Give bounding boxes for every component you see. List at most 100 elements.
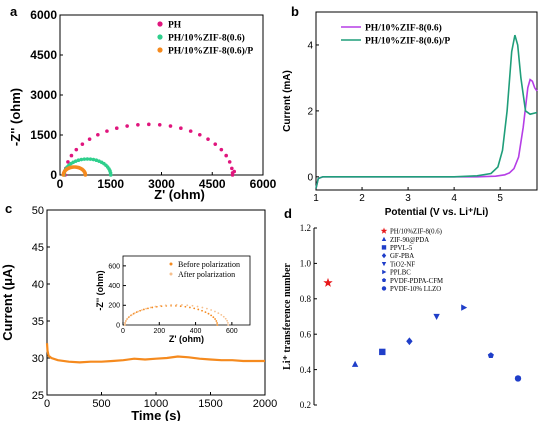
x-tick-label: 2000: [253, 398, 277, 410]
data-point: [212, 316, 215, 319]
data-point: [207, 312, 210, 315]
x-tick-label: 4500: [199, 177, 226, 191]
panel-label: b: [291, 4, 299, 19]
data-point: [91, 157, 96, 162]
data-point: [170, 304, 173, 306]
x-axis-label: Time (s): [131, 408, 181, 421]
data-point: [85, 157, 90, 161]
data-point: [157, 122, 162, 127]
data-point: [94, 158, 99, 163]
panel-b: 1 2 3 4 5 0 2 4 Potential (V vs. Li⁺/Li) Current …: [282, 11, 538, 218]
y-tick-label: 0: [50, 168, 57, 182]
data-point: [381, 262, 387, 267]
data-point: [124, 321, 126, 324]
data-point: [154, 305, 157, 308]
data-point: [217, 312, 220, 315]
legend-marker: [157, 34, 163, 40]
data-point: [66, 160, 70, 164]
data-point: [379, 348, 386, 356]
y-axis-label: -Z'' (ohm): [95, 270, 105, 310]
y-tick-label: 40: [32, 279, 44, 291]
data-point: [130, 313, 133, 316]
x-tick-label: 2: [359, 193, 365, 204]
x-tick-label: 0: [44, 398, 50, 410]
data-point: [351, 360, 359, 367]
legend-entry: PH/10%ZIF-8(0.6): [390, 229, 442, 236]
x-tick-label: 1500: [97, 177, 124, 191]
data-point: [197, 308, 200, 311]
data-point: [83, 173, 88, 177]
data-point: [105, 129, 109, 133]
data-point: [147, 307, 149, 310]
data-point: [201, 309, 203, 312]
data-point: [197, 133, 202, 137]
data-point: [230, 166, 234, 171]
legend-marker: [169, 262, 173, 266]
legend-entry: PVDF-PDPA-CFM: [390, 278, 443, 285]
data-point: [74, 147, 79, 152]
legend-entry: PH/10%ZIF-8(0.6)/P: [365, 36, 450, 47]
data-point: [222, 315, 225, 318]
legend-entry: PPVL-5: [390, 245, 413, 252]
data-point: [123, 324, 126, 326]
data-point: [76, 158, 81, 163]
y-tick-label: 600: [108, 263, 120, 270]
legend-entry: ZIF-90@PDA: [390, 237, 429, 244]
y-tick-label: 4: [307, 40, 313, 51]
x-tick-label: 0: [121, 328, 125, 335]
y-axis-label: Current (mA): [282, 70, 293, 132]
legend-entry: PPLBC: [390, 270, 411, 277]
data-point: [323, 277, 333, 287]
panel-d: 0.2 0.4 0.6 0.8 1.0 1.2 Li⁺ transference numbe…: [282, 223, 522, 410]
data-point: [381, 253, 387, 259]
x-tick-label: 400: [190, 328, 202, 335]
y-axis-label: -Z'' (ohm): [8, 88, 23, 146]
y-tick-label: 0.6: [300, 329, 312, 339]
y-tick-label: 1.0: [300, 259, 312, 269]
data-point: [219, 147, 224, 152]
y-tick-label: 0: [116, 322, 120, 329]
legend-entry: PH/10%ZIF-8(0.6): [168, 33, 245, 44]
legend: PH/10%ZIF-8(0.6) PH/10%ZIF-8(0.6)/P: [341, 23, 450, 47]
panel-label: a: [10, 4, 18, 19]
data-point: [227, 321, 229, 324]
data-point: [96, 133, 100, 137]
data-point: [69, 153, 74, 158]
data-point: [220, 313, 223, 316]
data-point: [406, 337, 413, 346]
x-tick-label: 1500: [198, 398, 222, 410]
y-tick-label: 400: [108, 283, 120, 290]
y-tick-label: 0.8: [300, 294, 312, 304]
data-point: [382, 269, 387, 275]
x-tick-label: 6000: [250, 177, 277, 191]
data-point: [215, 320, 218, 322]
data-point: [80, 142, 85, 146]
data-point: [125, 319, 127, 322]
data-point: [145, 307, 148, 310]
legend-entry: PH/10%ZIF-8(0.6)/P: [168, 46, 253, 57]
data-points: [323, 277, 522, 382]
data-point: [232, 169, 237, 174]
panel-label: c: [5, 201, 12, 216]
x-tick-label: 600: [226, 328, 238, 335]
legend: PH/10%ZIF-8(0.6)ZIF-90@PDAPPVL-5GF-PBATi…: [380, 227, 443, 293]
data-point: [188, 306, 191, 309]
data-point: [179, 305, 182, 308]
data-point: [191, 304, 194, 307]
y-tick-label: 0.4: [300, 365, 312, 375]
data-point: [216, 322, 218, 324]
series-points: [123, 303, 230, 326]
legend-entry: PH: [168, 21, 182, 31]
data-point: [135, 311, 138, 314]
data-point: [487, 352, 494, 358]
x-axis-label: Z' (ohm): [169, 334, 204, 344]
data-point: [87, 137, 92, 141]
data-point: [108, 173, 113, 177]
data-point: [226, 319, 228, 322]
data-point: [114, 126, 119, 130]
data-point: [461, 304, 468, 311]
legend-marker: [157, 21, 163, 27]
data-point: [179, 126, 183, 130]
y-tick-label: 1500: [30, 128, 57, 142]
